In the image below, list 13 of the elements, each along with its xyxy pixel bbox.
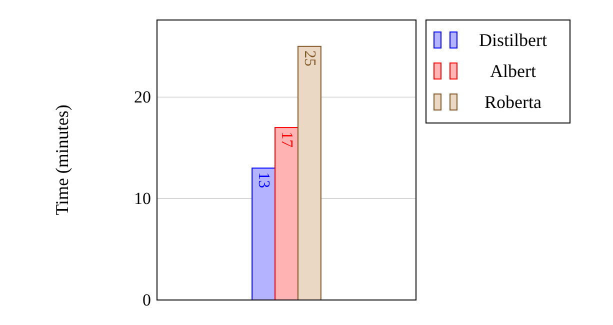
legend-label: Roberta [484, 92, 542, 112]
legend-label: Albert [490, 61, 536, 81]
data-label: 17 [278, 132, 295, 148]
data-label: 13 [255, 172, 272, 188]
y-tick-label: 20 [134, 88, 151, 107]
y-tick-label: 0 [142, 290, 151, 310]
bar [274, 127, 298, 300]
data-label: 25 [300, 50, 318, 66]
y-axis-title: Time (minutes) [52, 104, 72, 216]
y-tick-label: 10 [134, 188, 151, 208]
bar [252, 168, 276, 300]
bar [297, 46, 322, 300]
legend-label: Distilbert [479, 30, 547, 50]
